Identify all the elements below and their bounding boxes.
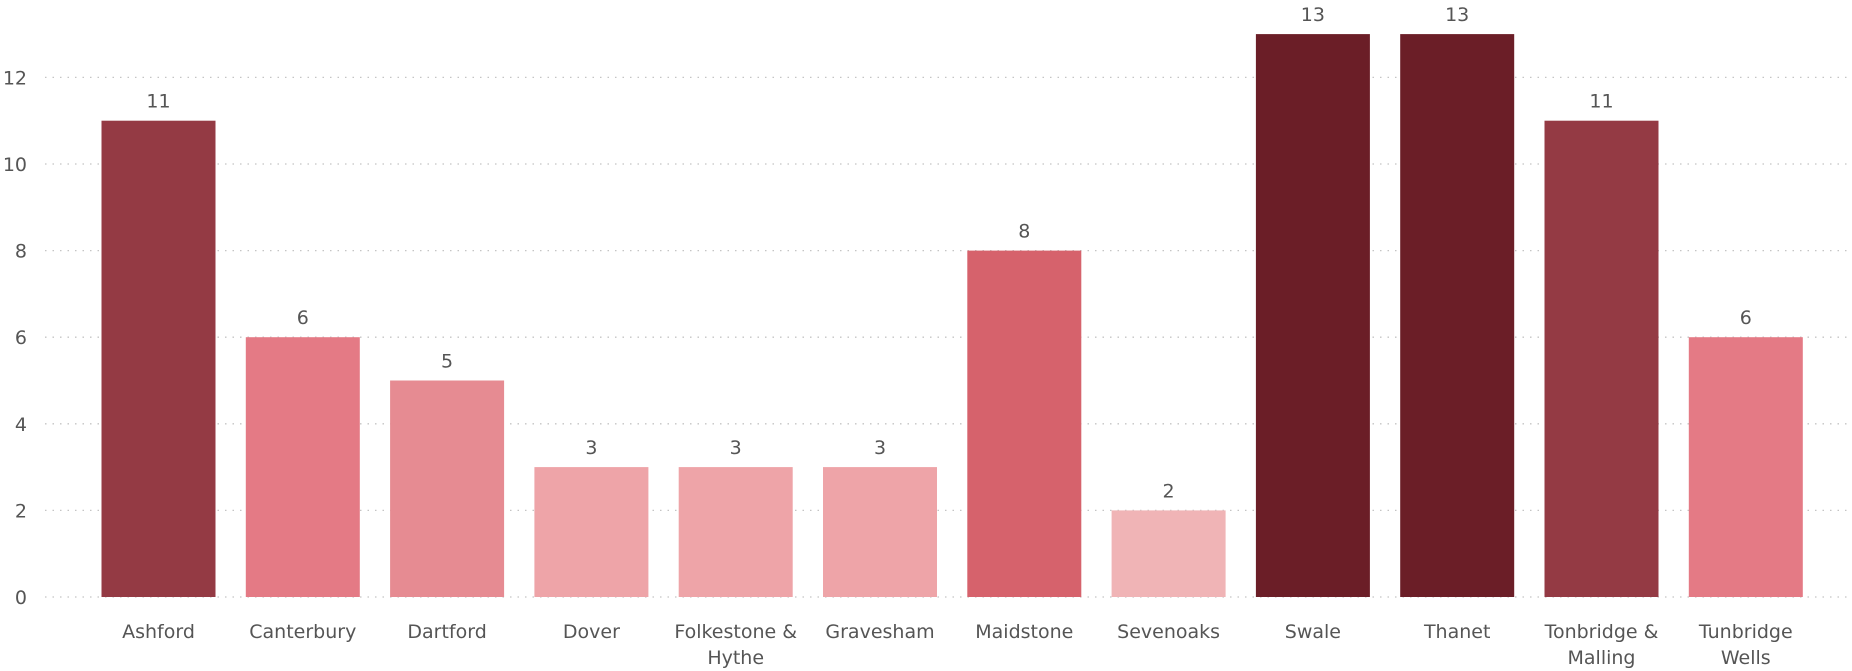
x-tick-label: Swale [1285, 621, 1341, 643]
y-tick-label: 2 [15, 500, 27, 522]
data-label: 8 [1018, 221, 1030, 243]
bar [245, 337, 360, 597]
bar [1688, 337, 1803, 597]
x-tick-label: Tunbridge Wells [1698, 621, 1793, 669]
bar [1544, 120, 1659, 597]
y-tick-label: 0 [15, 587, 27, 609]
data-label: 11 [1589, 91, 1613, 113]
x-tick-label: Folkestone & Hythe [674, 621, 797, 669]
y-tick-label: 12 [3, 67, 27, 89]
data-label: 5 [441, 351, 453, 373]
bar [101, 120, 216, 597]
data-labels: 11 6 5 3 3 3 8 2 13 13 11 6 [146, 4, 1751, 502]
bars [101, 34, 1803, 598]
x-tick-label: Ashford [122, 621, 195, 643]
x-tick-label: Thanet [1423, 621, 1490, 643]
bar [823, 467, 937, 597]
data-label: 3 [585, 437, 597, 459]
data-label: 11 [146, 91, 170, 113]
y-tick-label: 6 [15, 327, 27, 349]
bar [678, 467, 793, 597]
bar [534, 467, 649, 597]
data-label: 13 [1301, 4, 1325, 26]
y-tick-label: 4 [15, 414, 27, 436]
x-tick-label: Gravesham [825, 621, 934, 643]
x-tick-label: Dover [563, 621, 620, 643]
data-label: 3 [874, 437, 886, 459]
x-tick-label: Dartford [407, 621, 486, 643]
x-tick-label: Maidstone [975, 621, 1073, 643]
x-tick-label: Canterbury [249, 621, 356, 643]
data-label: 3 [730, 437, 742, 459]
y-tick-label: 8 [15, 241, 27, 263]
bar [1111, 510, 1226, 597]
x-tick-label: Sevenoaks [1117, 621, 1220, 643]
y-axis: 0 2 4 6 8 10 12 [3, 67, 27, 609]
x-tick-label: Tonbridge & Malling [1544, 621, 1659, 669]
data-label: 13 [1445, 4, 1469, 26]
bar [390, 380, 505, 597]
x-axis: Ashford Canterbury Dartford Dover Folkestone… [122, 621, 1793, 669]
bar [967, 250, 1082, 597]
y-tick-label: 10 [3, 154, 27, 176]
data-label: 6 [1740, 307, 1752, 329]
bar [1400, 34, 1515, 598]
data-label: 2 [1163, 480, 1175, 502]
bar [1255, 34, 1370, 598]
data-label: 6 [297, 307, 309, 329]
